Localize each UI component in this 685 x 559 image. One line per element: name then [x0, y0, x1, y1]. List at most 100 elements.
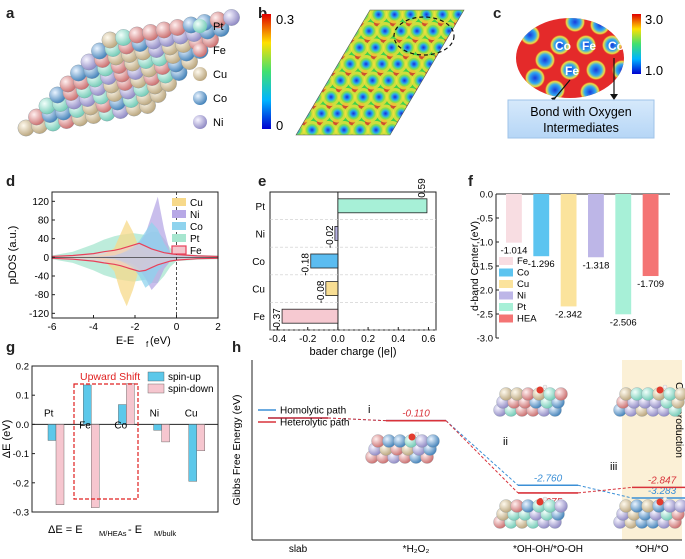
zoom-spot [565, 12, 585, 32]
oxygen-atom [409, 434, 416, 441]
density-spot [440, 58, 453, 71]
density-spot [328, 58, 341, 71]
gibbs-legend-label-1: Heterolytic path [280, 418, 349, 429]
density-spot [353, 41, 366, 54]
density-spot [321, 41, 334, 54]
dband-bar-cu [561, 194, 577, 306]
panel-label-f: f [468, 173, 474, 190]
density-ring [437, 55, 455, 73]
colorbar-b-min: 0 [276, 118, 283, 133]
density-spot [398, 74, 411, 87]
density-spot [402, 124, 415, 137]
zoom-spot [612, 60, 632, 80]
dband-value-hea: -1.709 [637, 279, 664, 290]
shift-bar-ni-spin-up [154, 424, 162, 430]
pdos-ytick-label: -80 [35, 290, 50, 301]
dband-bar-hea [643, 194, 659, 276]
density-ring [415, 121, 433, 139]
density-spot [341, 91, 354, 104]
shift-ytick-label: 0.2 [16, 362, 29, 373]
dband-legend-swatch-cu [499, 280, 513, 288]
density-spot [318, 74, 331, 87]
density-spot [411, 25, 424, 38]
gibbs-category-2: *OH-OH/*O-OH [513, 544, 583, 554]
dband-ylabel: d-band Center (eV) [469, 221, 481, 311]
density-hotspot [351, 3, 357, 9]
surface-atom [555, 500, 568, 513]
density-spot [401, 41, 414, 54]
pdos-legend-swatch-fe [172, 246, 186, 254]
dband-legend-label-fe: Fe [517, 256, 528, 267]
formula-sub1: M/HEAs [99, 529, 127, 538]
density-spot [331, 25, 344, 38]
bader-xtick-label: -0.2 [299, 334, 317, 345]
oxygen-atom [537, 387, 544, 394]
surface-model-1 [494, 385, 568, 417]
density-spot [376, 58, 389, 71]
dband-value-ni: -1.318 [582, 260, 609, 271]
density-hotspot [422, 102, 428, 108]
zoom-spot [525, 68, 545, 88]
density-hotspot [460, 36, 466, 42]
legend-label-fe: Fe [213, 45, 226, 57]
density-ring [488, 22, 506, 40]
bader-category-pt: Pt [256, 202, 266, 213]
slab-atom [223, 9, 239, 25]
shift-bar-cu-spin-down [197, 424, 205, 450]
density-hotspot [467, 53, 473, 59]
bader-category-cu: Cu [252, 285, 265, 296]
density-hotspot [383, 3, 389, 9]
dband-bar-co [533, 194, 549, 256]
gibbs-energy-chart: Gibbs Free Energy (eV)OOH productionslab… [231, 360, 685, 554]
legend-swatch-cu [193, 67, 207, 81]
bader-charge-chart: Pt0.59Ni-0.02Co-0.18Cu-0.08Fe-0.37-0.4-0… [252, 178, 436, 358]
density-ring [338, 6, 356, 24]
density-spot [325, 91, 338, 104]
shift-bar-fe-spin-up [83, 385, 91, 424]
shift-bar-cu-spin-up [189, 424, 197, 481]
density-hotspot [445, 119, 451, 125]
dband-value-cu: -2.342 [555, 309, 582, 320]
gibbs-connector-0-2 [446, 421, 518, 486]
hydrogen-atom [663, 497, 667, 501]
density-spot [430, 74, 443, 87]
pdos-ylabel: pDOS (a.u.) [7, 226, 19, 285]
density-spot [334, 74, 347, 87]
pdos-xlabel: E-E [116, 335, 134, 347]
density-hotspot [332, 36, 338, 42]
formula-lhs: ΔE = E [48, 524, 83, 536]
shift-category-ni: Ni [150, 408, 159, 419]
density-hotspot [464, 86, 470, 92]
shift-ytick-label: 0.0 [16, 420, 29, 431]
shift-category-fe: Fe [79, 420, 91, 431]
gibbs-value-1-1: -0.110 [402, 409, 430, 420]
density-ring [290, 88, 308, 106]
density-hotspot [448, 86, 454, 92]
density-hotspot [441, 69, 447, 75]
density-ring [431, 121, 449, 139]
legend-label-ni: Ni [213, 117, 223, 129]
density-spot [500, 8, 513, 21]
gibbs-legend-label-0: Homolytic path [280, 406, 346, 417]
bond-text-line1: Bond with Oxygen [530, 105, 631, 119]
dband-legend-label-hea: HEA [517, 314, 537, 325]
legend-swatch-ni [193, 115, 207, 129]
density-hotspot [476, 36, 482, 42]
density-spot [434, 124, 447, 137]
oxygen-atom [657, 499, 664, 506]
pdos-ytick-label: 80 [38, 216, 50, 227]
density-ring [450, 88, 468, 106]
density-ring [328, 22, 346, 40]
density-hotspot [415, 3, 421, 9]
density-hotspot [479, 3, 485, 9]
density-spot [427, 25, 440, 38]
legend-label-co: Co [213, 93, 227, 105]
dband-bar-fe [506, 194, 522, 243]
gibbs-category-3: *OH/*O [635, 544, 669, 554]
density-hotspot [323, 53, 329, 59]
bader-xtick-label: 0.0 [331, 334, 345, 345]
bader-category-fe: Fe [253, 312, 265, 323]
